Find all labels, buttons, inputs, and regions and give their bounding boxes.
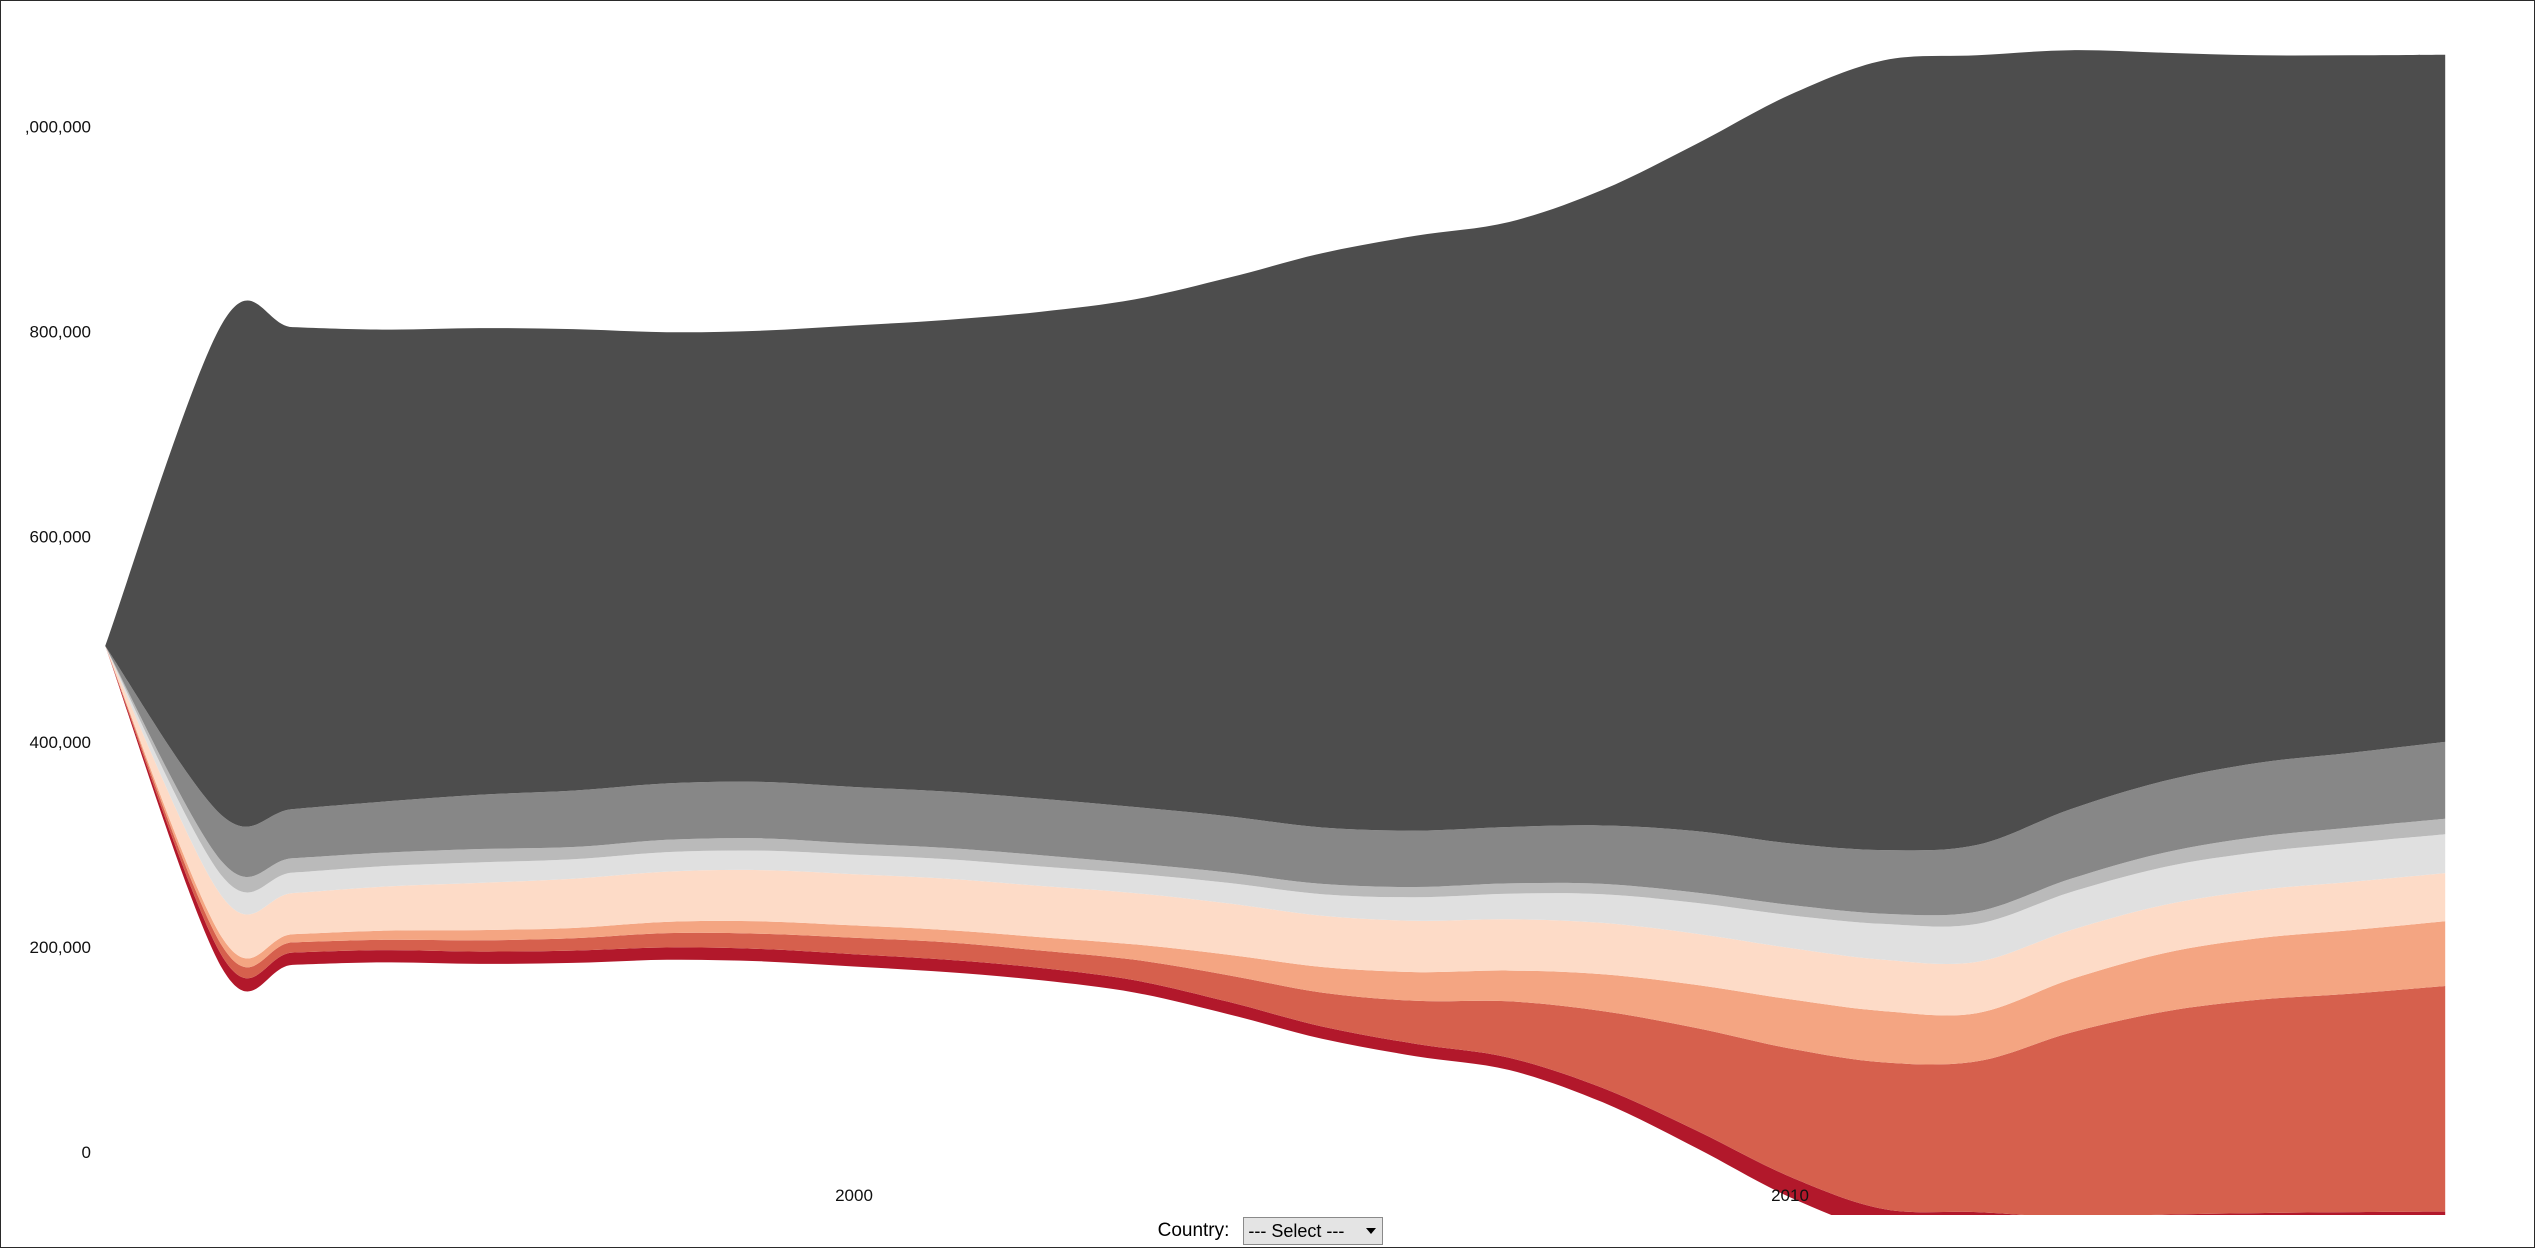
stream-layer-8[interactable] [105, 50, 2446, 851]
streamgraph-chart: ,000,000 800,000 600,000 400,000 200,000 0 20… [25, 50, 2446, 1215]
chevron-down-icon [1366, 1228, 1377, 1234]
stream-layer-4[interactable] [105, 646, 2446, 1016]
country-filter: Country: --- Select --- [1, 1215, 2534, 1247]
stream-layer-7[interactable] [105, 646, 2446, 916]
y-tick-label: 600,000 [30, 528, 91, 547]
y-tick-label: 400,000 [30, 733, 91, 752]
x-axis: 2000 2010 [835, 1186, 1809, 1205]
x-tick-label: 2000 [835, 1186, 873, 1205]
stream-layers [105, 50, 2446, 1215]
stream-layer-5[interactable] [105, 646, 2446, 965]
country-select[interactable]: --- Select --- [1243, 1217, 1384, 1245]
y-tick-label: ,000,000 [25, 118, 91, 137]
country-label: Country: [1157, 1220, 1230, 1241]
country-select-value: --- Select --- [1248, 1220, 1345, 1241]
y-tick-label: 800,000 [30, 323, 91, 342]
y-axis: ,000,000 800,000 600,000 400,000 200,000 0 [25, 118, 91, 1163]
y-tick-label: 0 [82, 1143, 91, 1162]
stream-layer-3[interactable] [105, 646, 2446, 1065]
y-tick-label: 200,000 [30, 938, 91, 957]
stream-layer-2[interactable] [105, 646, 2446, 1215]
x-tick-label: 2010 [1771, 1186, 1809, 1205]
